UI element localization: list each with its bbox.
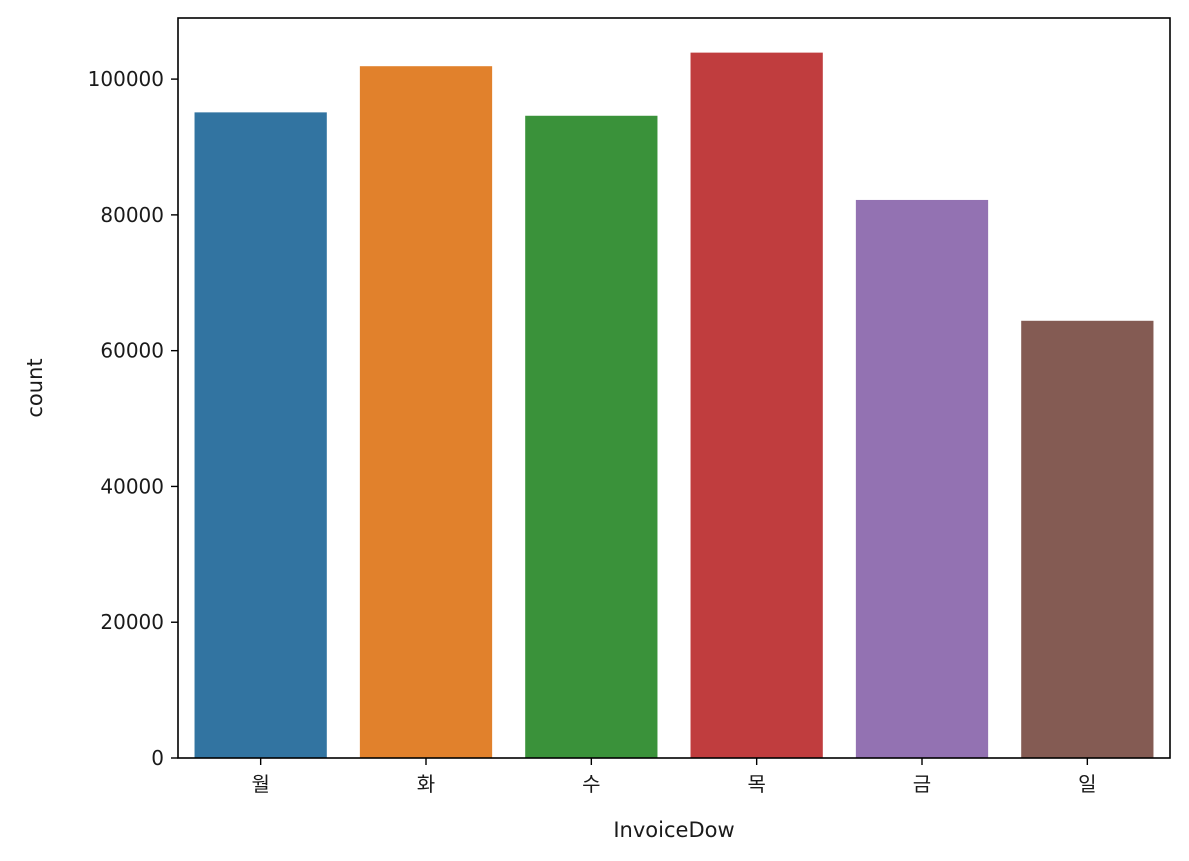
x-tick-label-5: 일 xyxy=(1078,772,1096,796)
y-axis: 0 20000 40000 60000 80000 100000 xyxy=(88,67,178,770)
bars-group xyxy=(194,52,1154,759)
y-tick-label-4: 80000 xyxy=(100,203,164,227)
bar-1 xyxy=(359,66,493,758)
bar-3 xyxy=(690,52,823,759)
y-tick-label-2: 40000 xyxy=(100,474,164,498)
bar-4 xyxy=(855,199,989,759)
y-axis-label: count xyxy=(23,358,47,417)
plot-frame xyxy=(177,17,1171,759)
x-tick-label-0: 월 xyxy=(251,772,269,796)
y-tick-label-1: 20000 xyxy=(100,610,164,634)
bar-2 xyxy=(525,115,658,758)
x-tick-label-2: 수 xyxy=(582,772,600,796)
bar-0 xyxy=(194,112,327,759)
y-tick-label-3: 60000 xyxy=(100,339,164,363)
x-axis-label: InvoiceDow xyxy=(613,818,734,842)
y-tick-label-5: 100000 xyxy=(88,67,164,91)
x-tick-label-1: 화 xyxy=(417,772,435,796)
x-tick-label-3: 목 xyxy=(747,772,765,796)
y-tick-label-0: 0 xyxy=(151,746,164,770)
bar-5 xyxy=(1021,320,1154,758)
x-tick-label-4: 금 xyxy=(913,772,931,796)
